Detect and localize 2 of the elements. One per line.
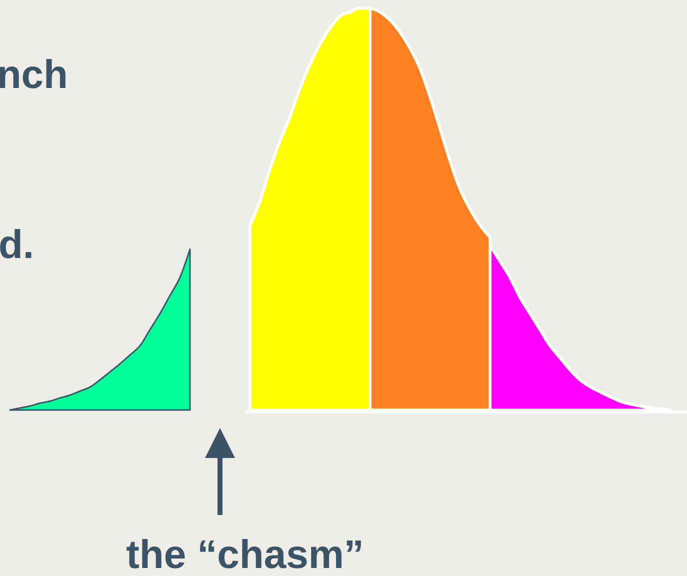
annotation: d.: [0, 223, 34, 267]
text: the “chasm”: [126, 533, 364, 576]
